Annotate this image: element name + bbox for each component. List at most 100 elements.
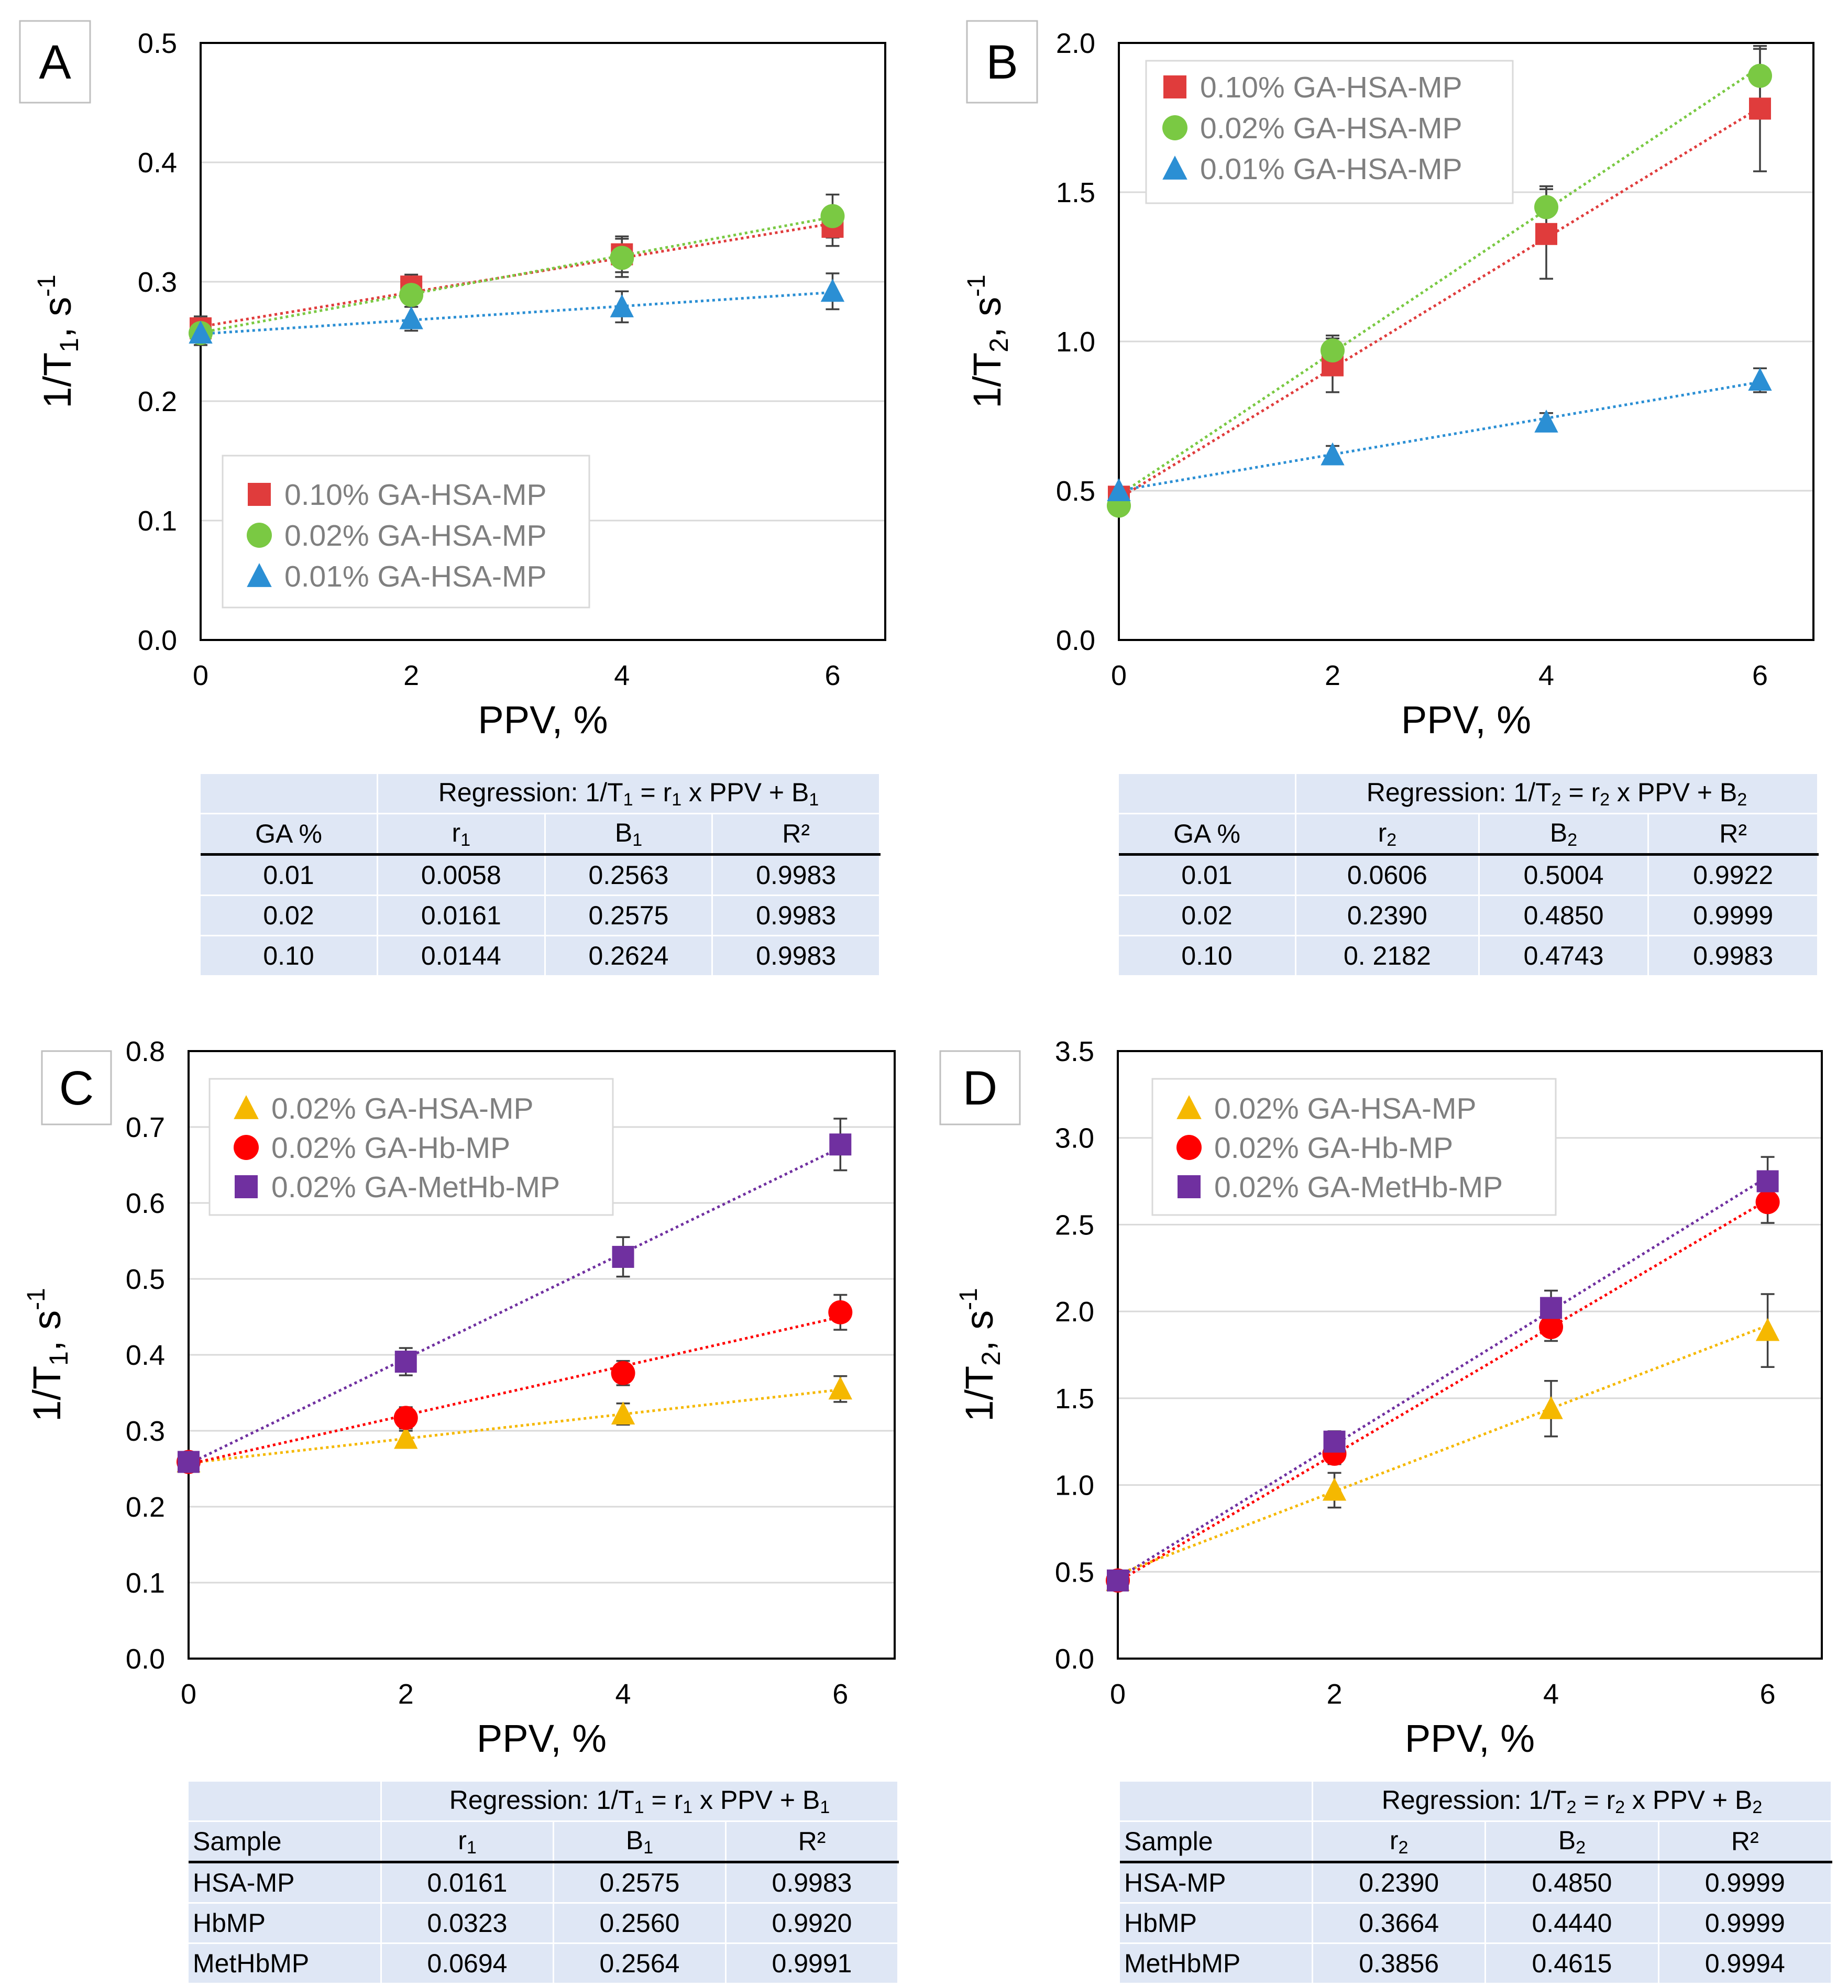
- y-tick-label: 0.1: [126, 1567, 165, 1599]
- y-tick-label: 1.5: [1056, 177, 1095, 208]
- y-tick-label: 1.0: [1055, 1470, 1094, 1501]
- trendline: [1117, 1176, 1768, 1580]
- legend-marker: [248, 483, 271, 506]
- cell: 0.9991: [725, 1943, 899, 1984]
- chart-panel-a: 0.0 0.1 0.2 0.3 0.4 0.5 0 2 4 6 PPV, % 1/T1, s-1 0.1…: [19, 20, 886, 742]
- col-header-b: B1: [545, 813, 713, 856]
- x-tick-label: 2: [1327, 1678, 1343, 1710]
- col-header-r2: R²: [725, 1821, 899, 1863]
- y-tick-label: 0.5: [138, 28, 177, 59]
- data-point: [1534, 195, 1558, 219]
- y-tick-label: 1.0: [1056, 326, 1095, 358]
- data-point: [1540, 1297, 1563, 1319]
- legend-marker: [1176, 1135, 1202, 1160]
- cell: 0.2390: [1312, 1862, 1487, 1904]
- legend-label: 0.01% GA-HSA-MP: [1200, 152, 1462, 186]
- y-tick-label: 0.4: [126, 1340, 165, 1371]
- y-axis-label: 1/T1, s-1: [33, 274, 84, 408]
- trendline: [1117, 1324, 1768, 1576]
- panel-letter: D: [963, 1062, 997, 1115]
- x-tick-label: 2: [1325, 660, 1340, 691]
- y-tick-label: 0.2: [126, 1492, 165, 1523]
- cell: 0.2560: [553, 1903, 727, 1944]
- y-tick-label: 0.6: [126, 1188, 165, 1219]
- y-tick-label: 2.5: [1055, 1209, 1094, 1241]
- regression-title: Regression: 1/T2 = r2 x PPV + B2: [1312, 1782, 1832, 1822]
- y-tick-label: 1.5: [1055, 1383, 1094, 1415]
- table-row: 0.10 0. 2182 0.4743 0.9983: [1119, 935, 1819, 977]
- y-label-part: , s: [965, 297, 1009, 338]
- cell: 0.5004: [1479, 854, 1649, 896]
- legend-label: 0.02% GA-HSA-MP: [1200, 112, 1462, 145]
- y-tick-label: 0.0: [138, 625, 177, 656]
- y-tick-label: 0.7: [126, 1112, 165, 1143]
- regression-title: Regression: 1/T2 = r2 x PPV + B2: [1295, 774, 1819, 814]
- cell: 0.9999: [1658, 1862, 1833, 1904]
- y-label-part: 1/T: [958, 1366, 1001, 1422]
- data-point: [1749, 97, 1771, 120]
- data-point: [1107, 478, 1131, 501]
- data-point: [1323, 1430, 1346, 1453]
- table-row: HbMP 0.3664 0.4440 0.9999: [1120, 1903, 1833, 1944]
- plot-frame: [188, 1050, 896, 1660]
- panel-letter: A: [39, 36, 71, 89]
- x-axis-label: PPV, %: [477, 1717, 607, 1760]
- col-header-ga: GA %: [1119, 813, 1296, 856]
- col-header-r: r2: [1312, 1821, 1487, 1863]
- table-corner: [189, 1782, 382, 1822]
- cell: 0.3856: [1312, 1943, 1487, 1984]
- data-point: [610, 246, 634, 270]
- table-row: MetHbMP 0.0694 0.2564 0.9991: [189, 1943, 899, 1984]
- x-tick-label: 6: [824, 660, 840, 691]
- table-corner: [1120, 1782, 1313, 1822]
- cell: 0.02: [201, 895, 378, 936]
- cell: 0.2575: [553, 1862, 727, 1904]
- data-point: [178, 1451, 200, 1473]
- cell: 0.10: [201, 935, 378, 977]
- cell: 0.3664: [1312, 1903, 1487, 1944]
- cell: 0.0058: [377, 854, 546, 896]
- y-label-sup: -1: [963, 274, 991, 297]
- x-tick-label: 6: [1760, 1678, 1776, 1710]
- panel-badge: [966, 20, 1038, 104]
- data-point: [611, 1361, 635, 1385]
- cell: 0.4615: [1485, 1943, 1659, 1984]
- panel-letter: C: [59, 1062, 94, 1115]
- y-tick-label: 3.5: [1055, 1036, 1094, 1067]
- x-axis-label: PPV, %: [478, 698, 608, 742]
- cell: 0.9983: [712, 935, 881, 977]
- plot-frame: [1117, 1050, 1823, 1660]
- legend-box: [208, 1078, 614, 1216]
- x-tick-label: 2: [398, 1678, 414, 1710]
- table-row: HSA-MP 0.0161 0.2575 0.9983: [189, 1862, 899, 1904]
- panel-badge: [19, 20, 91, 104]
- col-header-r: r1: [381, 1821, 554, 1863]
- y-label-sub: 1: [44, 1351, 73, 1366]
- legend-marker: [1163, 75, 1186, 98]
- panel-badge: [939, 1050, 1021, 1125]
- cell: MetHbMP: [189, 1943, 382, 1984]
- y-tick-label: 0.8: [126, 1036, 165, 1067]
- table-row: 0.02 0.2390 0.4850 0.9999: [1119, 895, 1819, 936]
- plot-frame: [1118, 42, 1814, 641]
- cell: 0. 2182: [1295, 935, 1480, 977]
- trendline: [188, 1316, 841, 1466]
- data-point: [394, 1426, 418, 1449]
- col-header-r2: R²: [1658, 1821, 1833, 1863]
- cell: 0.4743: [1479, 935, 1649, 977]
- data-point: [1748, 368, 1772, 391]
- data-point: [612, 1245, 634, 1268]
- y-tick-label: 0.0: [1056, 625, 1095, 656]
- cell: 0.2390: [1295, 895, 1480, 936]
- legend-label: 0.02% GA-MetHb-MP: [1214, 1170, 1503, 1204]
- data-point: [1539, 1396, 1563, 1419]
- data-point: [611, 1401, 635, 1425]
- data-point: [1321, 338, 1345, 363]
- data-point: [1748, 63, 1772, 88]
- y-tick-label: 0.5: [1056, 476, 1095, 507]
- table-row: HSA-MP 0.2390 0.4850 0.9999: [1120, 1862, 1833, 1904]
- table-row: 0.10 0.0144 0.2624 0.9983: [201, 935, 881, 977]
- regression-table-b: Regression: 1/T2 = r2 x PPV + B2 GA % r2…: [1119, 774, 1819, 977]
- col-header-r2: R²: [1648, 813, 1819, 856]
